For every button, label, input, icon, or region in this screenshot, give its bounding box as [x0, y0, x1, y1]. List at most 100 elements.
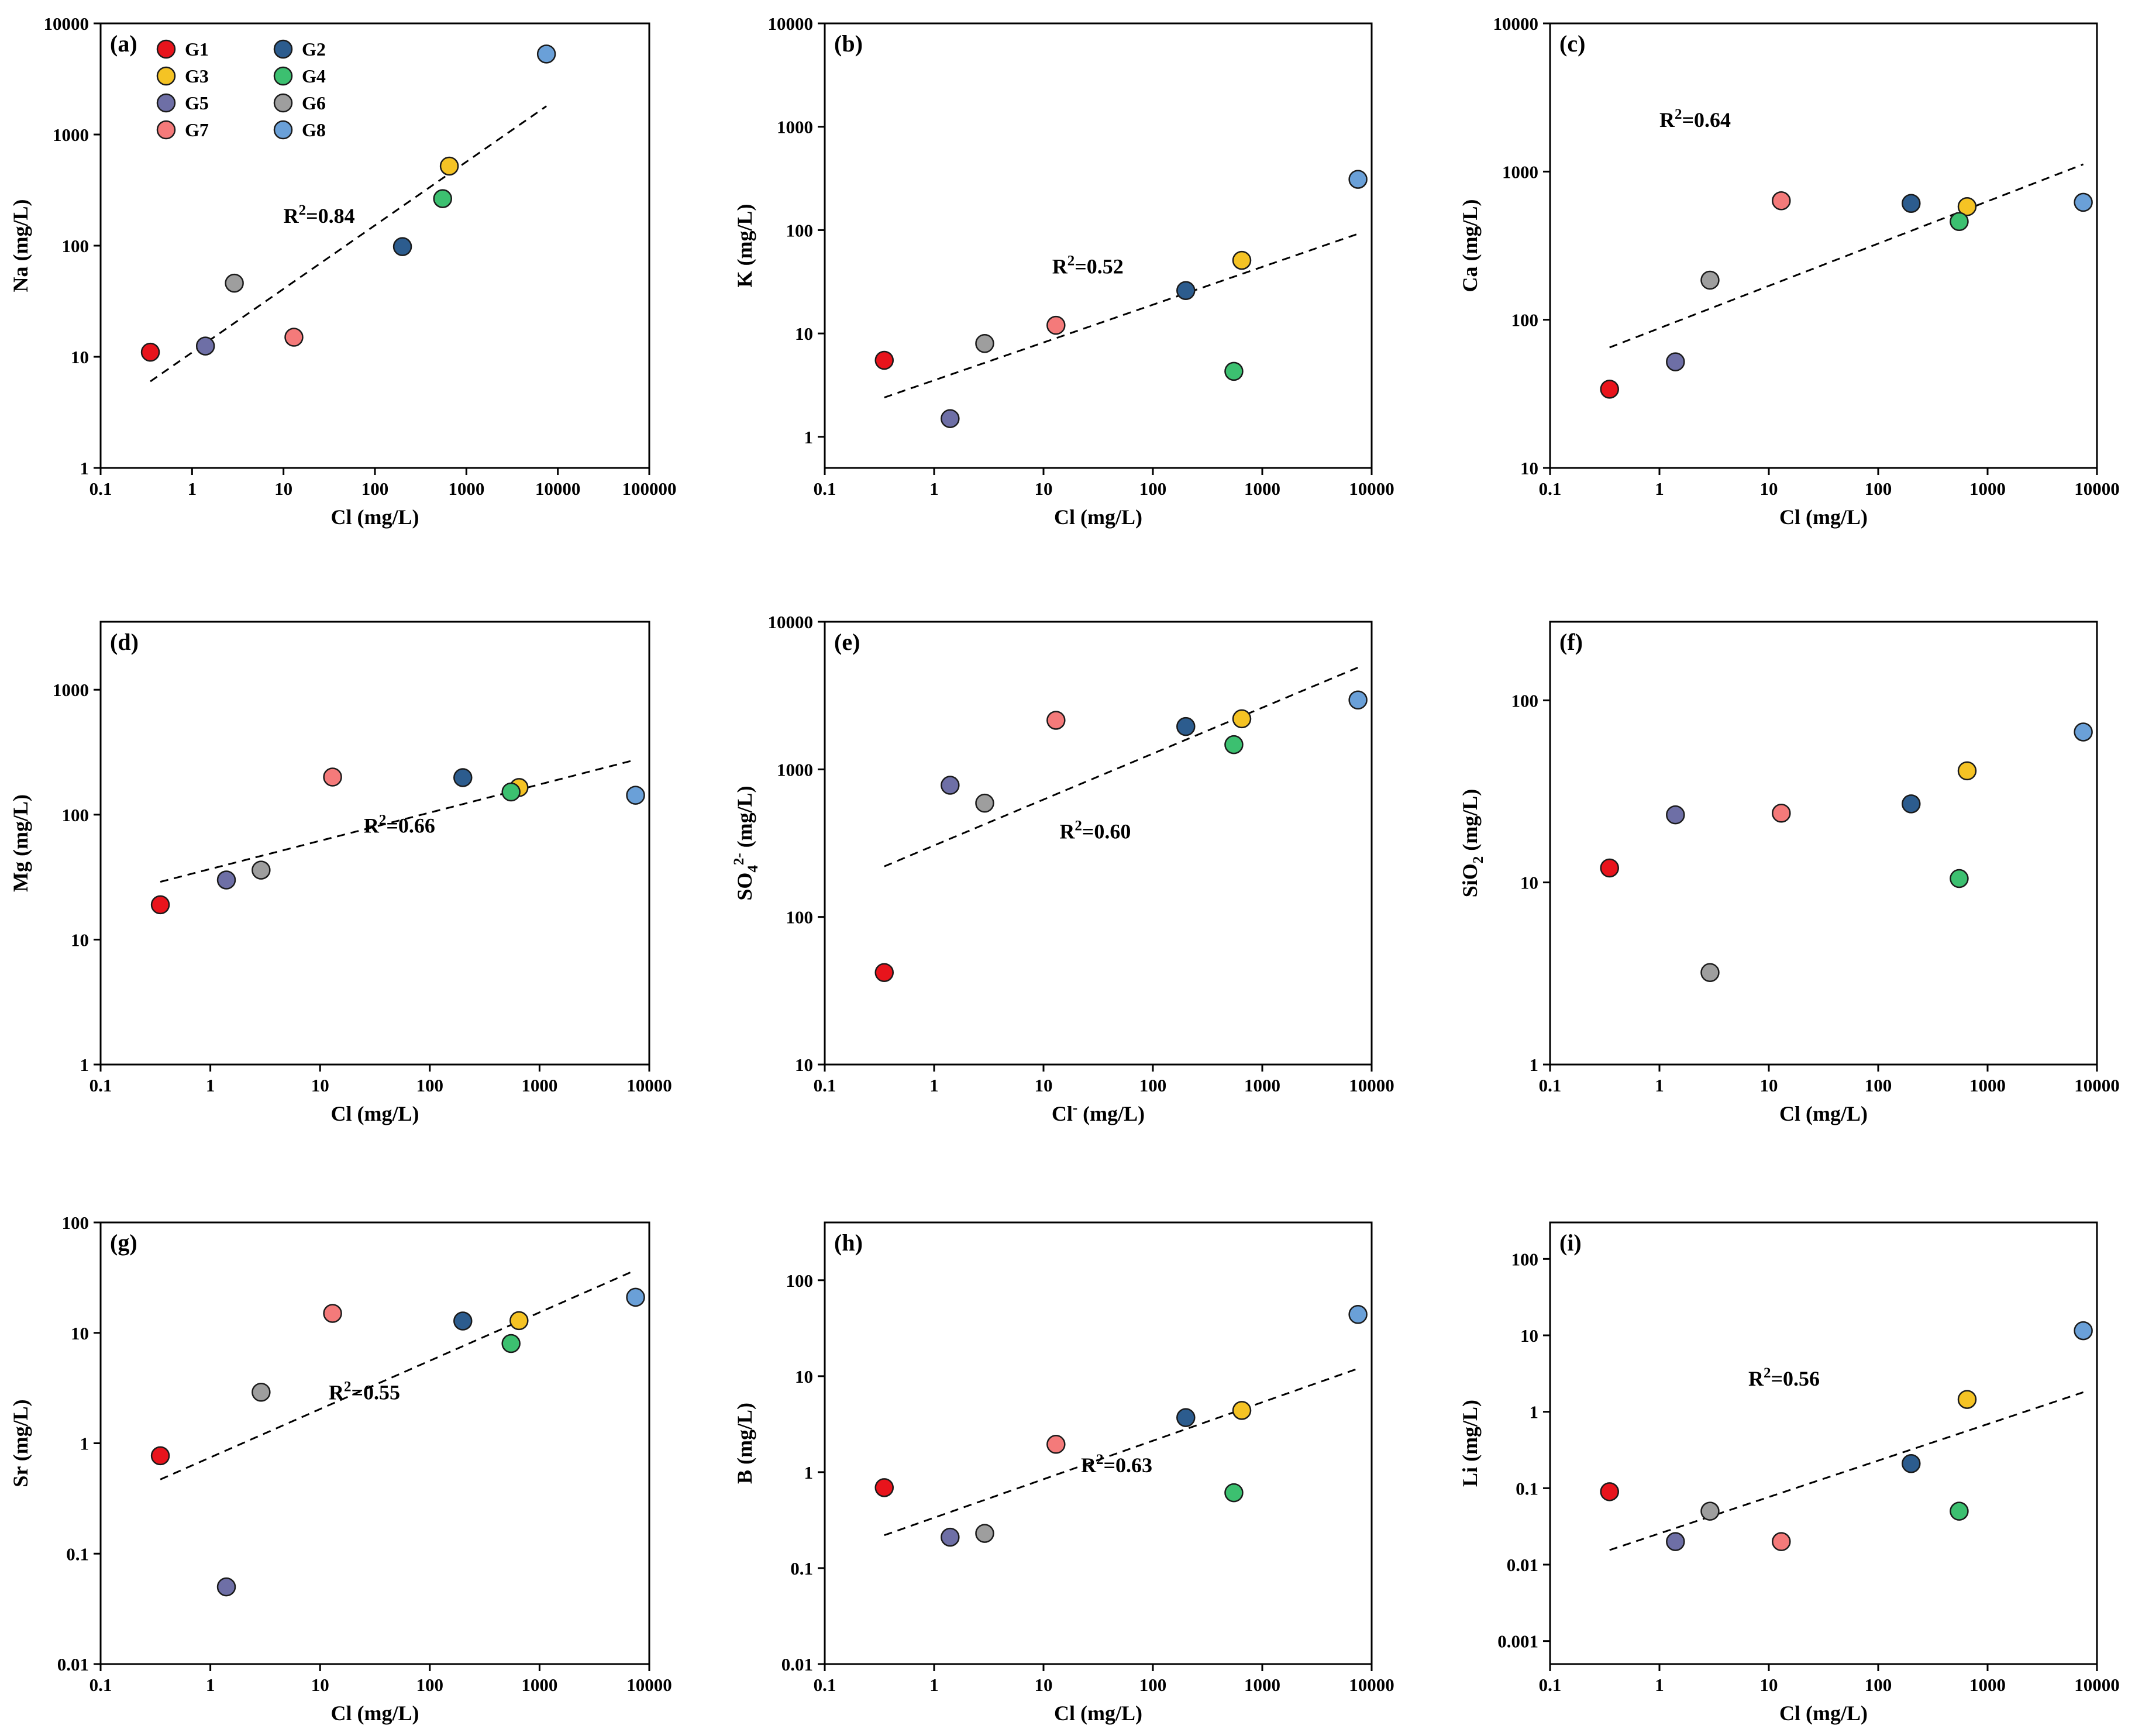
x-tick-label: 1000	[521, 1675, 557, 1695]
y-tick-label: 0.1	[66, 1544, 89, 1564]
panel-label: (g)	[110, 1229, 137, 1256]
point-g8	[536, 44, 556, 64]
point-g5	[1666, 352, 1685, 371]
point-g3	[439, 156, 459, 176]
y-tick-label: 100	[1511, 1249, 1539, 1269]
point-g1	[874, 350, 894, 370]
x-tick-label: 10000	[2074, 1675, 2120, 1695]
y-tick-label: 0.01	[57, 1654, 89, 1675]
plot-frame	[99, 1221, 650, 1665]
y-axis-label: SiO2 (mg/L)	[1458, 789, 1486, 898]
x-tick-label: 10000	[626, 1075, 672, 1096]
point-g5	[1666, 805, 1685, 825]
y-tick-label: 10	[71, 1323, 89, 1344]
y-tick-label: 10	[71, 347, 89, 367]
x-tick-label: 1	[206, 1675, 215, 1695]
plot-frame	[99, 22, 650, 469]
x-tick-label: 10	[1760, 1075, 1778, 1096]
x-tick-label: 1000	[1244, 478, 1280, 499]
y-tick-label: 1	[804, 1462, 814, 1483]
point-g6	[1700, 270, 1720, 290]
point-g1	[150, 1446, 170, 1466]
legend-marker-g8	[273, 120, 293, 140]
point-g8	[1348, 690, 1368, 710]
plot-frame	[1549, 621, 2098, 1066]
y-axis-label: K (mg/L)	[733, 204, 756, 288]
plot-frame	[824, 1221, 1373, 1665]
x-axis-label: Cl- (mg/L)	[1052, 1100, 1145, 1125]
x-tick-label: 1	[929, 1675, 939, 1695]
panel-label: (h)	[834, 1229, 863, 1256]
plot-frame	[824, 621, 1373, 1066]
x-tick-label: 10000	[1349, 1675, 1394, 1695]
y-tick-label: 10	[795, 1366, 813, 1387]
x-tick-label: 0.1	[814, 1675, 836, 1695]
y-tick-label: 1	[1530, 1055, 1539, 1075]
x-tick-label: 1000	[1244, 1675, 1280, 1695]
point-g5	[941, 409, 960, 428]
point-g7	[323, 767, 342, 787]
trend-line	[884, 666, 1359, 867]
legend-marker-g2	[273, 39, 293, 59]
x-tick-label: 100	[416, 1675, 444, 1695]
point-g5	[941, 776, 960, 795]
point-g2	[453, 1311, 473, 1331]
point-g2	[1902, 194, 1921, 213]
point-g1	[1600, 1482, 1619, 1501]
x-tick-label: 1000	[521, 1075, 557, 1096]
x-tick-label: 10	[311, 1075, 329, 1096]
point-g7	[1772, 804, 1791, 823]
x-tick-label: 10	[1760, 1675, 1778, 1695]
plot-frame	[99, 621, 650, 1066]
x-tick-label: 1000	[1969, 1675, 2006, 1695]
x-tick-label: 1	[1655, 1675, 1664, 1695]
y-tick-label: 100	[62, 236, 89, 256]
x-axis-label: Cl (mg/L)	[1779, 1701, 1868, 1725]
x-tick-label: 100000	[622, 478, 677, 499]
point-g2	[1902, 794, 1921, 814]
x-tick-label: 0.1	[1539, 1075, 1562, 1096]
point-g1	[140, 342, 160, 362]
y-tick-label: 10	[795, 323, 813, 344]
point-g3	[1957, 197, 1977, 216]
point-g6	[1700, 963, 1720, 982]
point-g8	[626, 786, 645, 805]
x-axis-label: Cl (mg/L)	[1779, 1102, 1868, 1125]
x-tick-label: 10	[1035, 478, 1053, 499]
point-g4	[501, 782, 521, 802]
x-tick-label: 10	[1035, 1675, 1053, 1695]
y-tick-label: 10	[71, 929, 89, 950]
y-tick-label: 1	[80, 1055, 89, 1075]
y-tick-label: 10	[1520, 1325, 1538, 1346]
x-tick-label: 1	[1655, 478, 1664, 499]
x-tick-label: 100	[1865, 1075, 1892, 1096]
x-tick-label: 100	[416, 1075, 444, 1096]
x-tick-label: 10	[311, 1675, 329, 1695]
y-tick-label: 1	[1530, 1402, 1539, 1422]
x-tick-label: 0.1	[89, 1075, 112, 1096]
y-tick-label: 1000	[53, 125, 89, 145]
point-g6	[975, 793, 994, 813]
r-squared-label: R2=0.63	[1081, 1452, 1152, 1477]
x-tick-label: 1	[206, 1075, 215, 1096]
x-axis-label: Cl (mg/L)	[331, 505, 419, 529]
x-tick-label: 100	[1865, 1675, 1892, 1695]
y-axis-label: SO42- (mg/L)	[731, 786, 761, 900]
y-tick-label: 10	[795, 1055, 813, 1075]
panel-b: 0.1 1 10 100 1000 10000 1 10 100 1000 10000 Cl (mg/…	[733, 13, 1394, 529]
y-tick-label: 1000	[53, 680, 89, 700]
x-axis-label: Cl (mg/L)	[1054, 505, 1142, 529]
point-g4	[501, 1334, 521, 1353]
y-tick-label: 100	[62, 1213, 89, 1233]
point-g2	[1902, 1453, 1921, 1473]
point-g8	[2074, 1321, 2093, 1341]
legend-label: G4	[302, 66, 326, 87]
x-tick-label: 0.1	[814, 478, 836, 499]
panel-label: (f)	[1559, 629, 1583, 655]
legend-label: G7	[185, 119, 209, 140]
point-g4	[1224, 361, 1244, 381]
point-g8	[1348, 1305, 1368, 1324]
